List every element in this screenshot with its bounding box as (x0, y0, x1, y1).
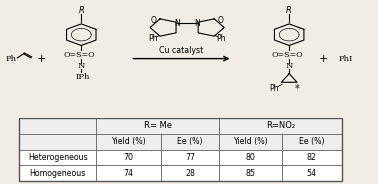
Bar (19, 118, 342, 181)
Text: O=S=O: O=S=O (64, 51, 95, 59)
Text: Cu catalyst: Cu catalyst (159, 46, 204, 55)
Bar (96, 134, 161, 150)
Bar (19, 134, 96, 150)
Text: O: O (217, 16, 223, 25)
Bar (96, 165, 161, 181)
Text: N: N (174, 20, 180, 28)
Text: 80: 80 (245, 153, 256, 162)
Text: Yield (%): Yield (%) (233, 137, 268, 146)
Text: 28: 28 (185, 169, 195, 178)
Bar (219, 165, 282, 181)
Bar (282, 165, 342, 181)
Text: 54: 54 (307, 169, 317, 178)
Text: O: O (151, 16, 157, 25)
Bar (282, 134, 342, 150)
Text: R=NO₂: R=NO₂ (266, 121, 295, 130)
Bar (161, 165, 219, 181)
Bar (96, 150, 161, 165)
Text: Ee (%): Ee (%) (177, 137, 203, 146)
Text: Ph: Ph (148, 34, 158, 43)
Bar (219, 118, 342, 134)
Bar (219, 134, 282, 150)
Text: R: R (286, 6, 292, 15)
Bar (161, 150, 219, 165)
Bar (19, 118, 96, 134)
Text: *: * (294, 84, 299, 94)
Text: PhI: PhI (339, 55, 353, 63)
Text: 70: 70 (124, 153, 133, 162)
Text: Heterogeneous: Heterogeneous (28, 153, 88, 162)
Bar (19, 165, 96, 181)
Text: N: N (194, 20, 200, 28)
Bar (219, 150, 282, 165)
Text: Ph: Ph (269, 84, 279, 93)
Text: O=S=O: O=S=O (271, 51, 303, 59)
Bar (19, 150, 96, 165)
Bar (161, 134, 219, 150)
Text: 82: 82 (307, 153, 317, 162)
Text: Yield (%): Yield (%) (111, 137, 146, 146)
Text: R: R (78, 6, 84, 15)
Text: 85: 85 (245, 169, 256, 178)
Text: Ph: Ph (5, 55, 16, 63)
Text: N: N (77, 62, 85, 70)
Text: +: + (37, 54, 46, 64)
Text: N: N (285, 62, 293, 70)
Text: R= Me: R= Me (144, 121, 172, 130)
Text: +: + (319, 54, 328, 64)
Text: Homogeneous: Homogeneous (29, 169, 86, 178)
Bar (282, 150, 342, 165)
Bar (96, 118, 219, 134)
Text: 74: 74 (124, 169, 133, 178)
Text: IPh: IPh (76, 72, 90, 81)
Text: 77: 77 (185, 153, 195, 162)
Text: Ee (%): Ee (%) (299, 137, 325, 146)
Text: Ph: Ph (216, 34, 226, 43)
